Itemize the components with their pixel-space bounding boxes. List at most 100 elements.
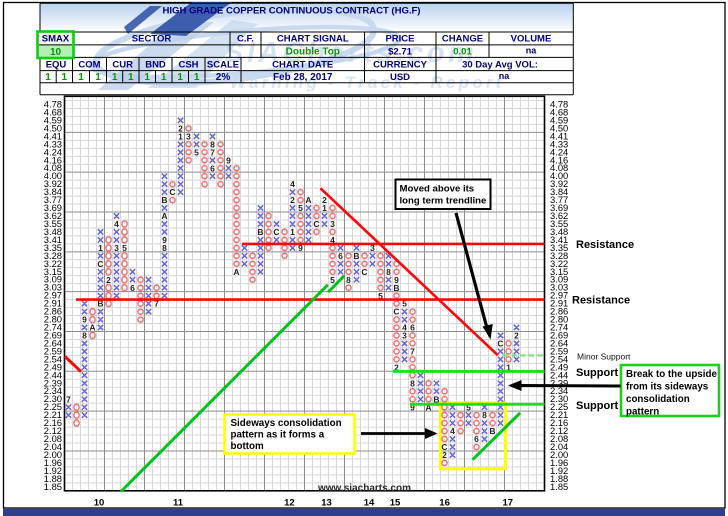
svg-text:14: 14 — [364, 498, 375, 509]
svg-text:15: 15 — [390, 498, 401, 509]
svg-text:2.21: 2.21 — [44, 409, 62, 420]
svg-text:Moved above its: Moved above its — [400, 184, 475, 195]
svg-text:3.48: 3.48 — [44, 226, 62, 237]
svg-text:4.50: 4.50 — [44, 122, 62, 133]
svg-text:1: 1 — [144, 72, 150, 83]
svg-text:B: B — [97, 299, 103, 309]
svg-text:2.54: 2.54 — [550, 353, 568, 364]
svg-text:2.25: 2.25 — [44, 401, 62, 412]
svg-text:CHART DATE: CHART DATE — [272, 60, 333, 71]
svg-text:3.09: 3.09 — [44, 274, 62, 285]
svg-text:4.33: 4.33 — [44, 138, 62, 149]
svg-text:Resistance: Resistance — [576, 239, 634, 251]
svg-text:2.69: 2.69 — [550, 330, 568, 341]
svg-text:4.59: 4.59 — [44, 114, 62, 125]
svg-text:1.88: 1.88 — [44, 473, 62, 484]
svg-text:C: C — [497, 339, 503, 349]
svg-text:8: 8 — [482, 410, 487, 420]
svg-text:4.16: 4.16 — [550, 154, 568, 165]
svg-text:4.08: 4.08 — [44, 162, 62, 173]
svg-text:2.91: 2.91 — [44, 298, 62, 309]
svg-text:4: 4 — [402, 323, 407, 333]
svg-text:3.84: 3.84 — [550, 186, 568, 197]
svg-text:6: 6 — [338, 251, 343, 261]
svg-text:2.08: 2.08 — [44, 433, 62, 444]
svg-text:CHART SIGNAL: CHART SIGNAL — [277, 34, 349, 45]
svg-text:long term trendline: long term trendline — [400, 196, 487, 207]
svg-text:4.41: 4.41 — [550, 130, 568, 141]
svg-text:10: 10 — [50, 47, 62, 58]
svg-text:8: 8 — [162, 243, 167, 253]
svg-text:4.78: 4.78 — [550, 99, 568, 110]
svg-text:4.00: 4.00 — [44, 170, 62, 181]
svg-text:B: B — [433, 394, 439, 404]
svg-text:Support: Support — [576, 367, 618, 379]
svg-text:4.50: 4.50 — [550, 122, 568, 133]
svg-text:2.86: 2.86 — [44, 306, 62, 317]
svg-text:8: 8 — [346, 275, 351, 285]
svg-text:2: 2 — [514, 331, 519, 341]
svg-text:3: 3 — [114, 243, 119, 253]
svg-text:1: 1 — [98, 243, 103, 253]
svg-text:3.09: 3.09 — [550, 274, 568, 285]
svg-text:8: 8 — [82, 331, 87, 341]
svg-text:4: 4 — [290, 179, 295, 189]
svg-text:A: A — [305, 195, 311, 205]
svg-text:pattern as it forms a: pattern as it forms a — [231, 430, 325, 441]
svg-text:4: 4 — [114, 219, 119, 229]
svg-text:1: 1 — [290, 227, 295, 237]
svg-text:4.00: 4.00 — [550, 170, 568, 181]
svg-text:B: B — [353, 251, 359, 261]
svg-text:9: 9 — [82, 315, 87, 325]
svg-text:1: 1 — [506, 362, 511, 372]
svg-text:7: 7 — [410, 347, 415, 357]
svg-text:11: 11 — [173, 498, 184, 509]
svg-text:2.04: 2.04 — [44, 441, 62, 452]
svg-text:1: 1 — [128, 72, 134, 83]
svg-text:2.21: 2.21 — [550, 409, 568, 420]
svg-text:2.69: 2.69 — [44, 330, 62, 341]
svg-text:3.03: 3.03 — [44, 282, 62, 293]
svg-text:B: B — [489, 426, 495, 436]
svg-text:2%: 2% — [216, 72, 231, 83]
svg-text:COM: COM — [78, 60, 100, 71]
svg-text:SECTOR: SECTOR — [132, 34, 172, 45]
svg-text:30 Day Avg VOL:: 30 Day Avg VOL: — [462, 60, 538, 71]
svg-text:from its sideways: from its sideways — [626, 382, 709, 393]
svg-text:CUR: CUR — [112, 60, 133, 71]
svg-text:2: 2 — [290, 195, 295, 205]
svg-text:SIACharts.com: SIACharts.com — [224, 37, 477, 69]
svg-text:3.03: 3.03 — [550, 282, 568, 293]
svg-text:8: 8 — [410, 378, 415, 388]
svg-text:7: 7 — [210, 147, 215, 157]
svg-text:10: 10 — [94, 498, 105, 509]
svg-text:3.41: 3.41 — [550, 234, 568, 245]
svg-text:1: 1 — [178, 132, 183, 142]
svg-text:BND: BND — [145, 60, 166, 71]
svg-text:CHANGE: CHANGE — [442, 34, 483, 45]
svg-text:5: 5 — [378, 291, 383, 301]
svg-text:3.69: 3.69 — [550, 202, 568, 213]
svg-text:6: 6 — [474, 434, 479, 444]
svg-text:3.62: 3.62 — [550, 210, 568, 221]
svg-text:C: C — [169, 187, 175, 197]
svg-text:2.64: 2.64 — [44, 337, 62, 348]
svg-text:2.49: 2.49 — [550, 361, 568, 372]
svg-text:C.F.: C.F. — [237, 34, 254, 45]
svg-text:CSH: CSH — [178, 60, 198, 71]
svg-text:1.88: 1.88 — [550, 473, 568, 484]
svg-text:2.74: 2.74 — [44, 322, 62, 333]
svg-text:Break to the upside: Break to the upside — [626, 369, 717, 380]
svg-text:1: 1 — [78, 72, 84, 83]
svg-text:5: 5 — [466, 402, 471, 412]
svg-text:3.22: 3.22 — [44, 258, 62, 269]
svg-text:3.35: 3.35 — [550, 242, 568, 253]
svg-text:C: C — [361, 267, 367, 277]
svg-text:2.00: 2.00 — [550, 449, 568, 460]
svg-text:4.24: 4.24 — [44, 146, 62, 157]
svg-text:1: 1 — [177, 72, 183, 83]
svg-text:2.34: 2.34 — [550, 385, 568, 396]
svg-text:3.92: 3.92 — [550, 178, 568, 189]
svg-text:3: 3 — [330, 219, 335, 229]
svg-text:4: 4 — [450, 426, 455, 436]
